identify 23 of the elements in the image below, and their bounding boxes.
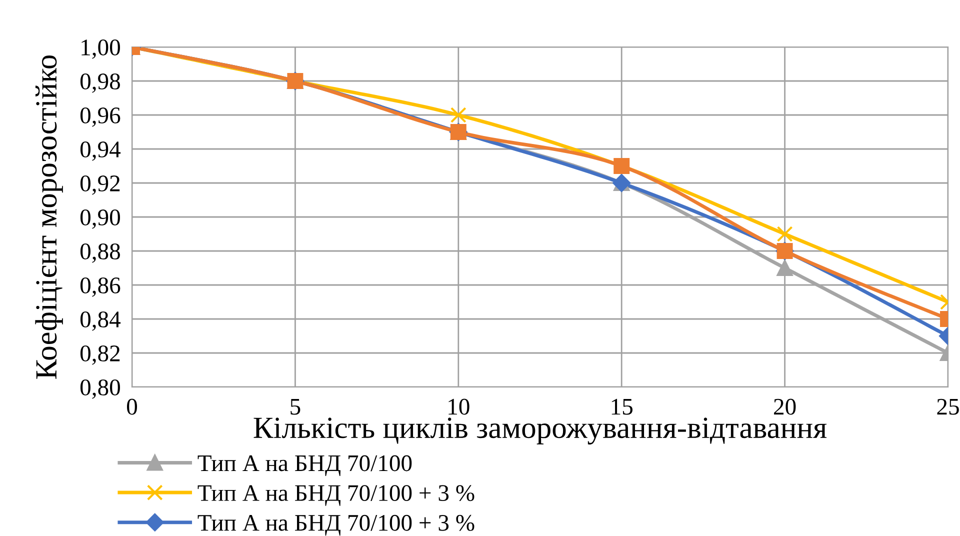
- x-tick-label: 25: [937, 398, 959, 415]
- x-tick-label: 5: [290, 399, 300, 415]
- legend-label: Тип А на БНД 70/100 + 3 %: [198, 485, 474, 506]
- x-tick-label: 10: [448, 398, 470, 415]
- y-tick-label: 0,90: [80, 209, 120, 229]
- y-tick-label: 0,86: [80, 277, 120, 297]
- legend-label: Тип А на БНД 70/100 + 3 %: [198, 514, 474, 536]
- legend-label: Тип А на БНД 70/100: [198, 455, 412, 476]
- y-tick-label: 0,80: [80, 379, 120, 399]
- y-tick-label: 1,00: [82, 39, 120, 59]
- y-tick-label: 0,82: [80, 345, 120, 365]
- y-axis-title: Коефіцієнт морозостійко: [35, 55, 63, 379]
- y-tick-label: 0,84: [80, 311, 121, 331]
- y-tick-label: 0,98: [80, 73, 120, 93]
- x-tick-label: 20: [774, 398, 796, 415]
- y-tick-label: 0,96: [80, 107, 120, 127]
- x-axis-title: Кількість циклів заморожування-відтавання: [254, 418, 827, 444]
- point: [450, 107, 466, 123]
- y-tick-label: 0,92: [80, 175, 120, 195]
- y-tick-label: 0,88: [80, 243, 120, 263]
- x-tick-label: 0: [126, 398, 138, 415]
- y-tick-label: 0,94: [80, 141, 121, 161]
- x-tick-label: 15: [612, 398, 632, 415]
